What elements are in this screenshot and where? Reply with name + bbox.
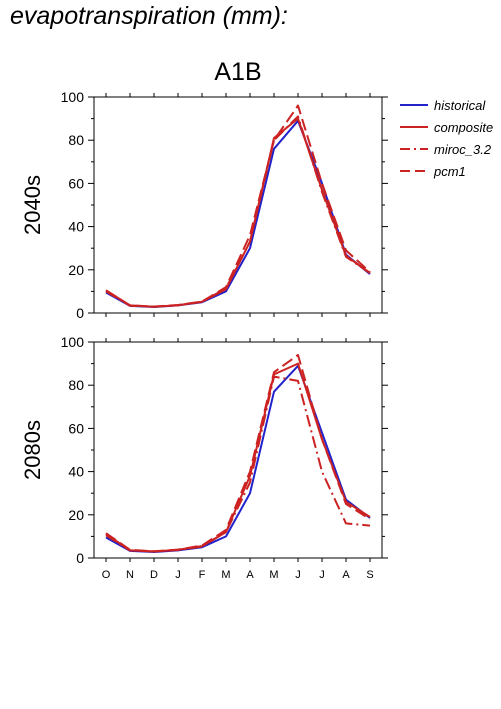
y-tick-label: 100 — [61, 334, 85, 350]
x-tick-label: D — [150, 569, 158, 581]
y-tick-label: 100 — [61, 89, 85, 105]
row-label-2080s: 2080s — [20, 420, 45, 480]
x-tick-label: M — [269, 569, 278, 581]
x-tick-label: O — [102, 569, 111, 581]
y-tick-label: 40 — [68, 464, 84, 480]
y-tick-label: 80 — [68, 132, 84, 148]
figure-title: evapotranspiration (mm): — [10, 2, 288, 30]
legend-label-composite: composite — [434, 120, 493, 135]
x-tick-label: M — [221, 569, 230, 581]
x-tick-label: J — [295, 569, 301, 581]
row-label-2040s: 2040s — [20, 175, 45, 235]
y-tick-label: 0 — [76, 305, 84, 321]
x-tick-label: F — [199, 569, 206, 581]
legend-label-miroc-3-2: miroc_3.2 — [434, 142, 492, 157]
legend-label-historical: historical — [434, 98, 486, 113]
scenario-label: A1B — [214, 58, 261, 86]
series-line-pcm1 — [105, 104, 371, 308]
y-tick-label: 0 — [76, 550, 84, 566]
y-tick-label: 80 — [68, 377, 84, 393]
series-line-pcm1 — [105, 354, 371, 553]
y-tick-label: 40 — [68, 219, 84, 235]
x-tick-label: J — [319, 569, 325, 581]
x-tick-label: J — [175, 569, 181, 581]
x-tick-label: S — [366, 569, 373, 581]
y-tick-label: 60 — [68, 175, 84, 191]
y-tick-label: 20 — [68, 507, 84, 523]
x-tick-label: N — [126, 569, 134, 581]
y-tick-label: 20 — [68, 262, 84, 278]
plot-frame-2040s — [93, 96, 383, 314]
series-line-miroc-3-2 — [105, 115, 371, 308]
y-tick-label: 60 — [68, 420, 84, 436]
x-tick-label: A — [246, 569, 254, 581]
series-line-miroc-3-2 — [105, 375, 371, 553]
legend-label-pcm1: pcm1 — [433, 164, 466, 179]
x-tick-label: A — [342, 569, 350, 581]
plot-frame-2080s — [93, 341, 383, 559]
